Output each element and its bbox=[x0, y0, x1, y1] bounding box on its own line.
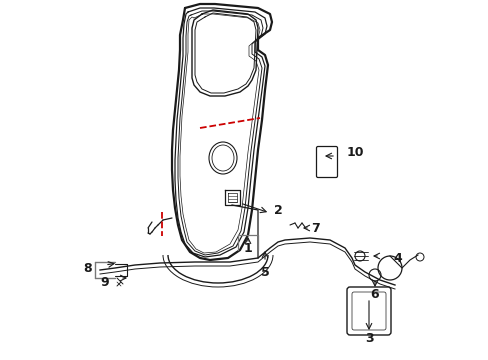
Text: 5: 5 bbox=[260, 266, 269, 279]
Text: 8: 8 bbox=[83, 261, 92, 274]
FancyBboxPatch shape bbox=[346, 287, 390, 335]
Text: 2: 2 bbox=[273, 203, 282, 216]
FancyBboxPatch shape bbox=[316, 147, 337, 177]
Text: 6: 6 bbox=[370, 288, 379, 302]
FancyBboxPatch shape bbox=[351, 292, 385, 330]
Text: 4: 4 bbox=[393, 252, 402, 265]
Text: 9: 9 bbox=[101, 275, 109, 288]
Text: 1: 1 bbox=[243, 242, 252, 255]
Text: 7: 7 bbox=[310, 221, 319, 234]
Text: 10: 10 bbox=[346, 145, 363, 158]
Text: 3: 3 bbox=[364, 332, 372, 345]
